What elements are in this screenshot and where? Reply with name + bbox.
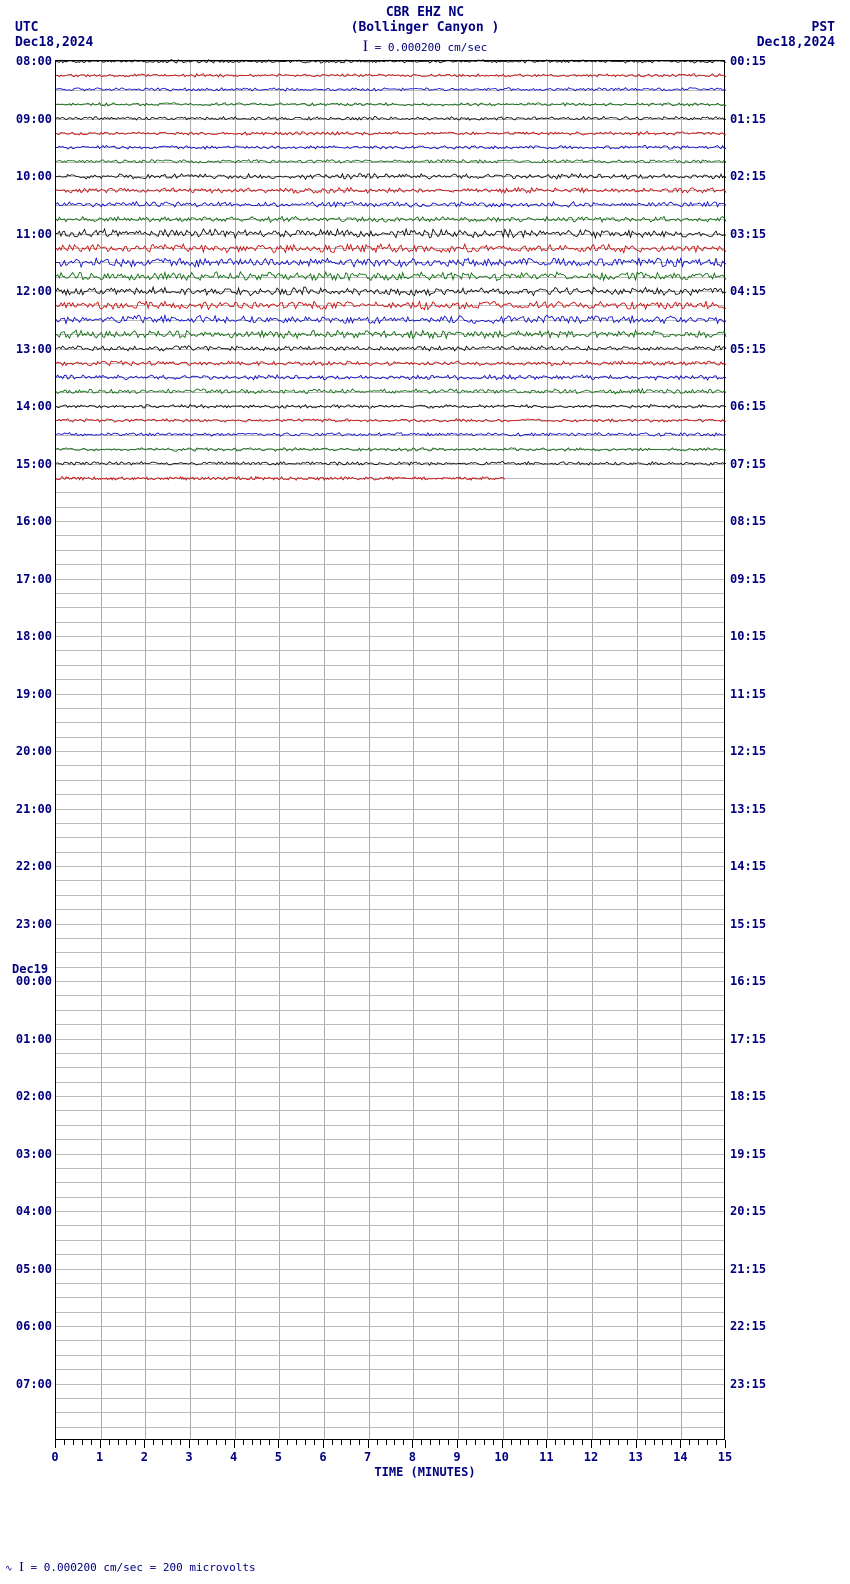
pst-time-label: 10:15	[730, 629, 766, 643]
date-right: Dec18,2024	[757, 35, 835, 50]
pst-time-label: 20:15	[730, 1204, 766, 1218]
pst-time-label: 07:15	[730, 457, 766, 471]
pst-time-label: 19:15	[730, 1147, 766, 1161]
utc-time-label: 16:00	[12, 514, 52, 528]
pst-time-label: 18:15	[730, 1089, 766, 1103]
pst-time-label: 14:15	[730, 859, 766, 873]
utc-time-label: 13:00	[12, 342, 52, 356]
pst-time-label: 16:15	[730, 974, 766, 988]
x-tick-label: 9	[447, 1450, 467, 1464]
x-tick-label: 8	[402, 1450, 422, 1464]
utc-time-label: 04:00	[12, 1204, 52, 1218]
x-tick-label: 15	[715, 1450, 735, 1464]
utc-time-label: 14:00	[12, 399, 52, 413]
pst-time-label: 04:15	[730, 284, 766, 298]
x-tick-label: 4	[224, 1450, 244, 1464]
pst-time-label: 17:15	[730, 1032, 766, 1046]
pst-time-label: 22:15	[730, 1319, 766, 1333]
utc-time-label: 03:00	[12, 1147, 52, 1161]
utc-time-label: 15:00	[12, 457, 52, 471]
x-tick-label: 11	[536, 1450, 556, 1464]
utc-time-label: 05:00	[12, 1262, 52, 1276]
utc-time-label: 22:00	[12, 859, 52, 873]
x-tick-label: 7	[358, 1450, 378, 1464]
pst-time-label: 05:15	[730, 342, 766, 356]
utc-time-label: 08:00	[12, 54, 52, 68]
pst-time-label: 03:15	[730, 227, 766, 241]
utc-time-label: 07:00	[12, 1377, 52, 1391]
footer-text: = 0.000200 cm/sec = 200 microvolts	[30, 1561, 255, 1574]
utc-time-label: 23:00	[12, 917, 52, 931]
pst-time-label: 06:15	[730, 399, 766, 413]
utc-time-label: 09:00	[12, 112, 52, 126]
utc-time-label: 01:00	[12, 1032, 52, 1046]
utc-time-label: 18:00	[12, 629, 52, 643]
utc-time-label: 11:00	[12, 227, 52, 241]
x-axis-title: TIME (MINUTES)	[0, 1465, 850, 1479]
pst-time-label: 00:15	[730, 54, 766, 68]
pst-time-label: 09:15	[730, 572, 766, 586]
pst-time-label: 12:15	[730, 744, 766, 758]
pst-time-label: 01:15	[730, 112, 766, 126]
seismogram-container: CBR EHZ NC (Bollinger Canyon ) I = 0.000…	[0, 0, 850, 1584]
utc-time-label: 02:00	[12, 1089, 52, 1103]
x-tick-label: 0	[45, 1450, 65, 1464]
pst-time-label: 15:15	[730, 917, 766, 931]
utc-time-label: 19:00	[12, 687, 52, 701]
timezone-left: UTC	[15, 20, 38, 35]
utc-time-label: 21:00	[12, 802, 52, 816]
location-subtitle: (Bollinger Canyon )	[0, 20, 850, 35]
pst-time-label: 23:15	[730, 1377, 766, 1391]
utc-time-label: 12:00	[12, 284, 52, 298]
pst-time-label: 02:15	[730, 169, 766, 183]
x-tick-label: 10	[492, 1450, 512, 1464]
utc-time-label: 06:00	[12, 1319, 52, 1333]
plot-area	[55, 60, 725, 1440]
timezone-right: PST	[812, 20, 835, 35]
pst-time-label: 11:15	[730, 687, 766, 701]
x-tick-label: 5	[268, 1450, 288, 1464]
x-tick-label: 13	[626, 1450, 646, 1464]
footer-scale: ∿ I = 0.000200 cm/sec = 200 microvolts	[5, 1560, 256, 1576]
utc-time-label: 20:00	[12, 744, 52, 758]
station-title: CBR EHZ NC	[0, 5, 850, 20]
x-tick-label: 14	[670, 1450, 690, 1464]
pst-time-label: 08:15	[730, 514, 766, 528]
utc-time-label: 17:00	[12, 572, 52, 586]
utc-time-label: 10:00	[12, 169, 52, 183]
x-tick-label: 12	[581, 1450, 601, 1464]
pst-time-label: 21:15	[730, 1262, 766, 1276]
x-tick-label: 2	[134, 1450, 154, 1464]
x-tick-label: 6	[313, 1450, 333, 1464]
x-tick-label: 1	[90, 1450, 110, 1464]
x-tick-label: 3	[179, 1450, 199, 1464]
pst-time-label: 13:15	[730, 802, 766, 816]
utc-time-label: 00:00	[12, 974, 52, 988]
